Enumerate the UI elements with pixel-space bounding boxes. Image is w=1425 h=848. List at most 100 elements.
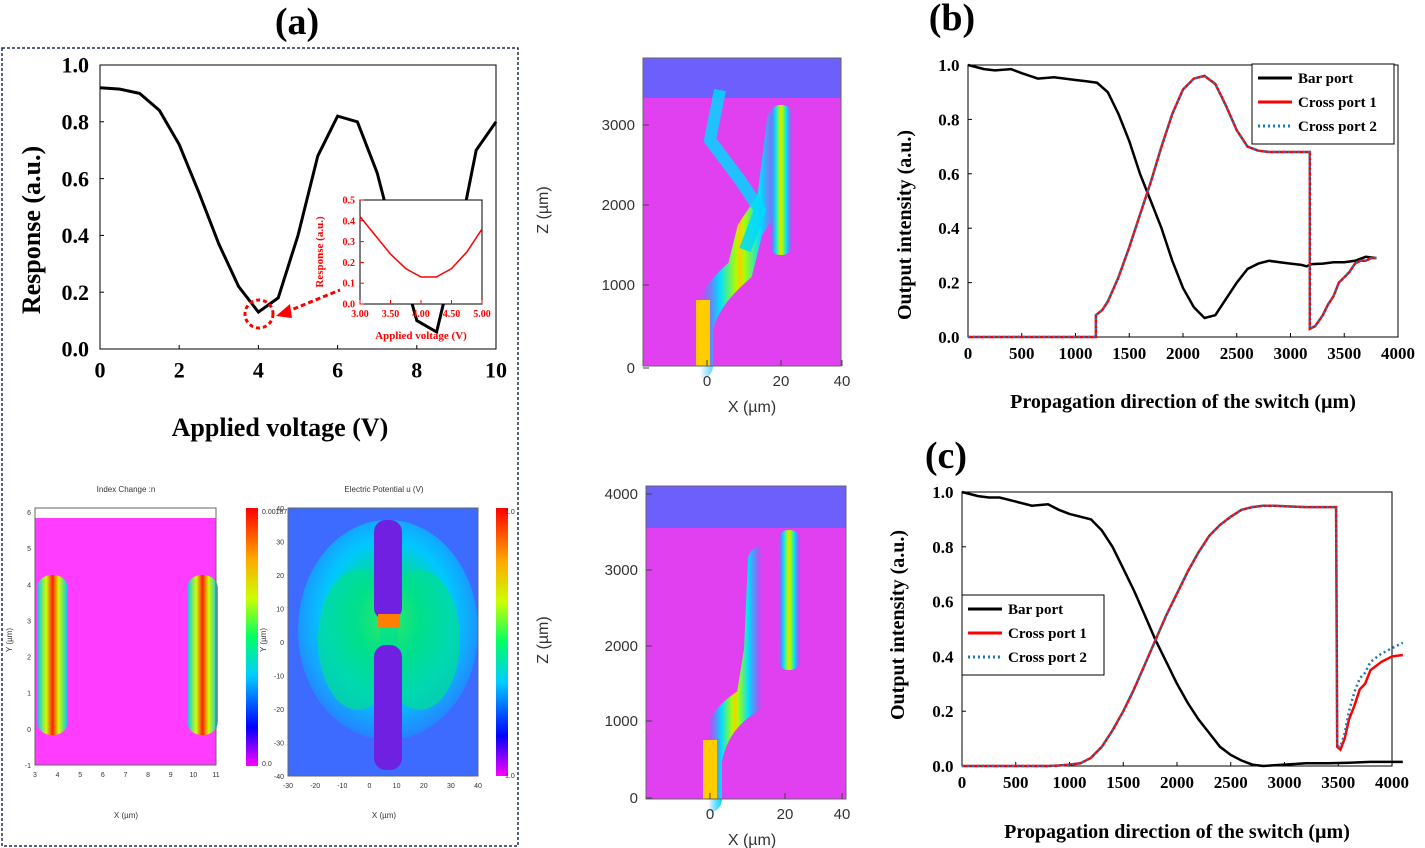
- xtick-label: 11: [212, 772, 219, 779]
- sim-bottom-beam-core: [778, 530, 800, 670]
- ytick-label: 1.0: [938, 56, 959, 75]
- xtick-label: 1000: [1059, 344, 1093, 363]
- sim-bottom-frame: [645, 485, 847, 800]
- potential-map-frame: [287, 507, 479, 777]
- xtick-label: 0: [703, 373, 711, 390]
- index-map-region-right: [187, 575, 218, 735]
- ytick-label: 0.8: [62, 110, 90, 135]
- potential-map: Electric Potential u (V) -30 -20 -10 0 10 20 3…: [259, 485, 515, 820]
- sim-map-bottom: 4000 3000 2000 1000 0 0 20 40 X (µm) Z (µm): [535, 485, 851, 848]
- ytick-label: 6: [27, 510, 31, 517]
- ytick-label: 2000: [602, 197, 635, 214]
- chart-c-xlabel: Propagation direction of the switch (µm): [1004, 821, 1350, 843]
- ytick-label: -30: [274, 741, 284, 748]
- ytick-label: 1: [27, 691, 31, 698]
- sim-bottom-ylabel: Z (µm): [535, 616, 552, 663]
- panel-label-c: (c): [925, 435, 967, 477]
- chart-b-ylabel: Output intensity (a.u.): [894, 130, 916, 320]
- panel-label-b: (b): [929, 0, 975, 39]
- panel-label-a: (a): [275, 1, 319, 43]
- inset-frame: [359, 199, 483, 305]
- ytick-label: 1.0: [62, 53, 90, 78]
- series-line-2: [968, 74, 1377, 339]
- ytick-label: 0: [627, 360, 635, 377]
- ytick-label: 1000: [602, 277, 635, 294]
- index-map-xlabel: X (µm): [114, 811, 138, 820]
- ytick-label: 3000: [605, 562, 638, 579]
- ytick-label: 2000: [605, 638, 638, 655]
- xtick-label: 40: [474, 783, 482, 790]
- xtick-label: 0: [964, 344, 973, 363]
- ytick-label: -20: [274, 707, 284, 714]
- chart-a-arrowhead: [276, 304, 292, 318]
- ytick-label: 0.1: [343, 279, 356, 290]
- xtick-label: 10: [189, 772, 197, 779]
- inset-xlabel: Applied voltage (V): [375, 330, 467, 342]
- ytick-label: -40: [274, 774, 284, 781]
- ytick-label: -10: [274, 674, 284, 681]
- ytick-label: 0.2: [932, 702, 953, 721]
- xtick-label: 4000: [1381, 344, 1415, 363]
- index-colorbar-max: 0.00187: [262, 509, 287, 516]
- legend-entry: Cross port 1: [1298, 95, 1377, 111]
- potential-colorbar-max: 1.0: [505, 509, 515, 516]
- xtick-label: 2: [174, 358, 185, 383]
- ytick-label: 0.8: [938, 110, 959, 129]
- xtick-label: 0: [706, 806, 714, 823]
- sim-map-top: 3000 2000 1000 0 0 20 40 X (µm) Z (µm): [535, 57, 851, 416]
- ytick-label: 10: [276, 607, 284, 614]
- xtick-label: 20: [420, 783, 428, 790]
- sim-top-xlabel: X (µm): [728, 399, 776, 416]
- series-line-2: [962, 504, 1404, 768]
- xtick-label: 3000: [1268, 773, 1302, 792]
- sim-bottom-header: [646, 486, 846, 528]
- ytick-label: -1: [25, 763, 31, 770]
- ytick-label: 0.2: [62, 280, 90, 305]
- chart-a-ylabel: Response (a.u.): [17, 146, 46, 314]
- xtick-label: -10: [337, 783, 347, 790]
- ytick-label: 0.4: [343, 216, 356, 227]
- xtick-label: 9: [169, 772, 173, 779]
- ytick-label: 0.6: [62, 166, 90, 191]
- potential-colorbar-min: 1.0: [505, 773, 515, 780]
- index-map-title: Index Change :n: [97, 485, 156, 494]
- xtick-label: 1500: [1106, 773, 1140, 792]
- sim-top-beam-core: [770, 105, 792, 255]
- xtick-label: -20: [310, 783, 320, 790]
- index-map-frame: [34, 507, 217, 766]
- ytick-label: 0.3: [343, 237, 356, 248]
- potential-map-electrode-bottom: [374, 645, 402, 770]
- chart-a: 0.0 0.2 0.4 0.6 0.8 1.0 0 2 4 6 8 10 Applied voltag…: [17, 53, 507, 442]
- xtick-label: 6: [332, 358, 343, 383]
- ytick-label: 5: [27, 546, 31, 553]
- legend-entry: Bar port: [1008, 602, 1063, 618]
- inset-ylabel: Response (a.u.): [314, 216, 326, 288]
- xtick-label: 4.50: [443, 309, 461, 320]
- sim-top-header: [643, 58, 841, 98]
- potential-map-electrode-top: [374, 520, 402, 620]
- legend-entry: Cross port 1: [1008, 626, 1087, 642]
- xtick-label: 4.00: [412, 309, 430, 320]
- ytick-label: 0.4: [62, 223, 90, 248]
- ytick-label: 0.4: [932, 647, 954, 666]
- chart-a-xlabel: Applied voltage (V): [172, 413, 389, 442]
- chart-c: 0.0 0.2 0.4 0.6 0.8 1.0 0 500 1000 1500 2000 2500 30…: [887, 483, 1409, 843]
- xtick-label: 8: [146, 772, 150, 779]
- potential-map-title: Electric Potential u (V): [344, 485, 423, 494]
- chart-a-min-marker: [243, 298, 275, 330]
- xtick-label: 40: [834, 373, 851, 390]
- xtick-label: 30: [447, 783, 455, 790]
- sim-top-frame: [642, 57, 842, 367]
- ytick-label: 0.8: [932, 538, 953, 557]
- ytick-label: 3000: [602, 117, 635, 134]
- xtick-label: 5: [78, 772, 82, 779]
- ytick-label: 4: [27, 582, 31, 589]
- xtick-label: -30: [283, 783, 293, 790]
- ytick-label: 0.0: [343, 300, 356, 311]
- xtick-label: 40: [834, 806, 851, 823]
- xtick-label: 7: [124, 772, 128, 779]
- potential-map-xlabel: X (µm): [372, 811, 396, 820]
- chart-a-response-line: [99, 86, 498, 335]
